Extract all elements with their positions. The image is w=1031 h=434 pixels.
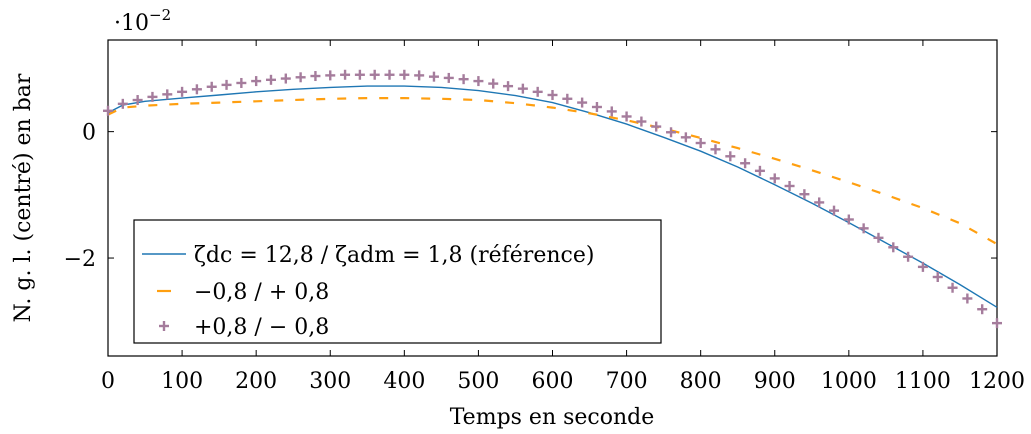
x-tick-label: 600 [532, 369, 574, 394]
series-2-point [666, 127, 677, 138]
series-2-point [354, 69, 365, 80]
series-2-point [977, 304, 988, 315]
series-2-point [325, 70, 336, 81]
series-2-point [829, 205, 840, 216]
series-2-point [962, 293, 973, 304]
series-2-point [858, 223, 869, 234]
series-2-point [725, 151, 736, 162]
series-2-point [236, 77, 247, 88]
y-tick-label: 0 [82, 121, 96, 146]
series-2-point [340, 69, 351, 80]
y-axis-label: N. g. l. (centré) en bar [11, 73, 36, 322]
series-2-point [310, 71, 321, 82]
series-2-point [651, 121, 662, 132]
series-layer [103, 69, 1002, 329]
x-tick-label: 100 [161, 369, 203, 394]
series-2-point [710, 144, 721, 155]
x-tick-label: 500 [457, 369, 499, 394]
series-2-point [992, 318, 1002, 329]
x-tick-label: 200 [235, 369, 277, 394]
x-tick-label: 1000 [821, 369, 877, 394]
series-2-point [532, 86, 543, 97]
series-2-point [799, 189, 810, 200]
x-tick-label: 400 [383, 369, 425, 394]
series-2-point [843, 214, 854, 225]
series-2-point [295, 72, 306, 83]
series-2-point [577, 97, 588, 108]
series-2-point [873, 232, 884, 243]
series-2-point [517, 83, 528, 94]
x-tick-label: 700 [606, 369, 648, 394]
legend: ζdc = 12,8 / ζadm = 1,8 (référence) −0,8 … [133, 219, 662, 344]
series-2-point [103, 105, 113, 116]
series-2-point [932, 272, 943, 282]
series-2-point [117, 98, 128, 109]
series-2-point [473, 76, 484, 87]
series-2-point [251, 76, 262, 87]
x-tick-label: 1100 [895, 369, 951, 394]
series-2-point [680, 132, 691, 143]
series-2-point [280, 73, 291, 84]
legend-marker-2 [159, 321, 169, 331]
y-multiplier: ·10−2 [114, 6, 171, 36]
series-2-point [162, 89, 173, 100]
series-2-point [177, 86, 188, 97]
series-2-point [458, 74, 469, 85]
series-2-point [606, 106, 617, 117]
series-2-point [384, 69, 395, 80]
series-2-point [740, 158, 751, 169]
series-2-point [562, 93, 573, 104]
series-2-point [917, 261, 928, 272]
series-2-point [147, 91, 158, 102]
series-2-point [369, 69, 380, 80]
series-2-point [191, 84, 202, 95]
x-axis-label: Temps en seconde [450, 405, 655, 430]
series-2-point [503, 81, 514, 92]
x-tick-label: 300 [309, 369, 351, 394]
series-2-point [888, 242, 899, 253]
x-tick-label: 0 [101, 369, 115, 394]
series-2-point [621, 111, 632, 122]
series-2-point [443, 72, 454, 83]
series-2-point [265, 74, 276, 85]
series-2-point [547, 89, 558, 100]
series-2-point [695, 138, 706, 149]
x-tick-label: 800 [680, 369, 722, 394]
x-tick-label: 900 [754, 369, 796, 394]
series-2-point [784, 180, 795, 191]
series-1-line [107, 97, 998, 246]
series-2-point [428, 71, 439, 82]
series-2-point [754, 165, 765, 176]
x-tick-label: 1200 [969, 369, 1025, 394]
series-2-point [221, 79, 232, 90]
series-2-point [206, 81, 217, 92]
ticks: 0 100 200 300 400 500 600 700 800 900 1000 1100 1200… [64, 40, 1025, 394]
series-2-point [132, 95, 143, 106]
series-2-point [947, 282, 958, 293]
legend-label-2: +0,8 / − 0,8 [194, 315, 329, 340]
series-2-point [591, 101, 602, 112]
legend-box [133, 219, 662, 344]
series-2-point [769, 173, 780, 184]
series-2-point [636, 116, 647, 127]
series-2-point [488, 78, 499, 89]
y-tick-label: −2 [64, 247, 96, 272]
series-2-point [903, 251, 914, 262]
series-2-point [414, 70, 425, 81]
legend-label-1: −0,8 / + 0,8 [194, 280, 329, 305]
legend-label-0: ζdc = 12,8 / ζadm = 1,8 (référence) [194, 243, 594, 268]
series-0-line [107, 85, 998, 308]
series-2-point [399, 69, 410, 80]
series-2-point [814, 197, 825, 208]
